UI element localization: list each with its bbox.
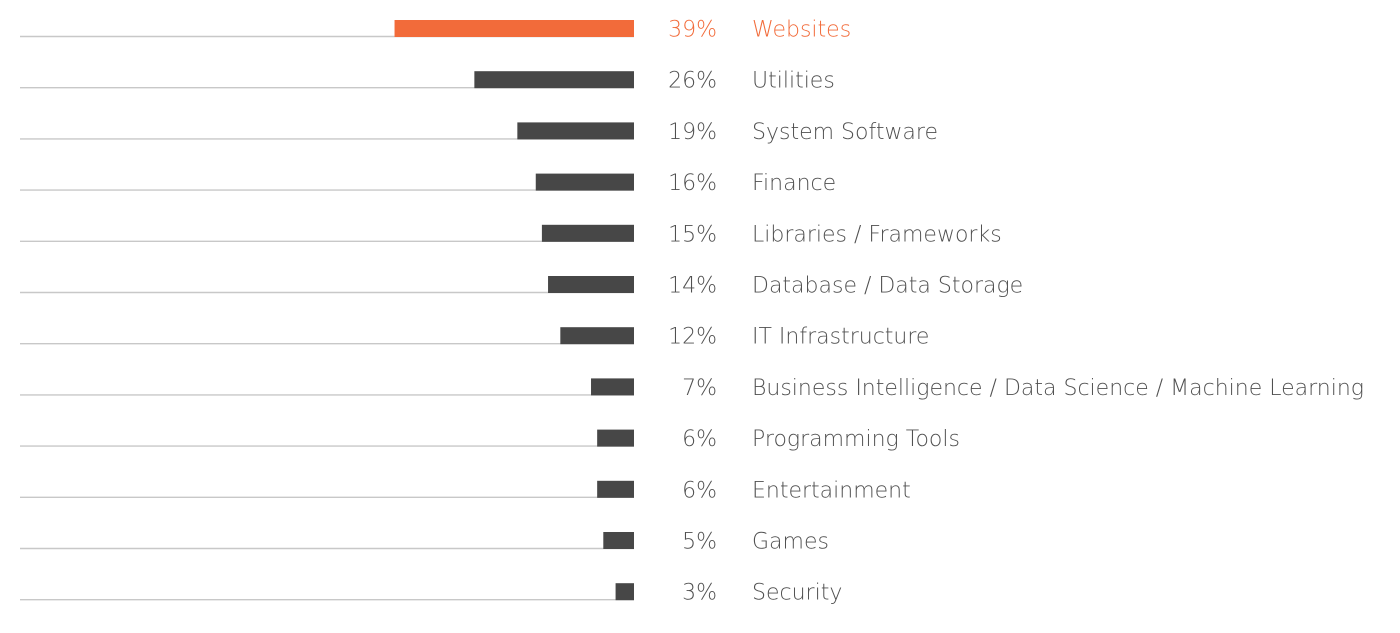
bar-libraries-frameworks [541, 224, 634, 242]
category-label: Games [752, 530, 829, 555]
bar-websites [394, 20, 634, 37]
data-label: 5% [682, 530, 717, 555]
category-label: System Software [752, 120, 938, 145]
category-label: Security [752, 581, 842, 606]
data-label: 16% [668, 171, 717, 196]
data-label: 14% [668, 274, 717, 299]
bars-layer [20, 20, 634, 601]
bar-games [603, 532, 634, 549]
bar-security [615, 583, 634, 601]
data-label: 19% [668, 120, 717, 145]
bar-business-intelligence-data-science-machine-learning [591, 378, 634, 396]
data-label: 6% [682, 427, 717, 452]
category-label: Libraries / Frameworks [752, 222, 1002, 247]
category-label: Websites [752, 18, 851, 43]
category-label: IT Infrastructure [752, 325, 929, 350]
category-label: Finance [752, 171, 836, 196]
bar-it-infrastructure [560, 327, 634, 345]
bar-utilities [474, 71, 634, 89]
data-label: 6% [682, 478, 717, 503]
category-label: Database / Data Storage [752, 274, 1023, 299]
bar-system-software [517, 122, 634, 140]
bar-programming-tools [597, 429, 634, 447]
bar-database-data-storage [548, 276, 634, 293]
data-label: 3% [682, 581, 717, 606]
data-label: 7% [682, 376, 717, 401]
category-label: Business Intelligence / Data Science / M… [752, 376, 1364, 401]
category-label: Utilities [752, 69, 835, 94]
data-label: 12% [668, 325, 717, 350]
bar-finance [535, 173, 634, 191]
data-label: 26% [668, 69, 717, 94]
data-label: 39% [668, 18, 717, 43]
data-label: 15% [668, 222, 717, 247]
labels-layer: 39% Websites 26% Utilities 19% System Softwar… [668, 18, 1364, 606]
bar-entertainment [597, 480, 634, 498]
category-label: Programming Tools [752, 427, 960, 452]
category-label: Entertainment [752, 478, 911, 503]
